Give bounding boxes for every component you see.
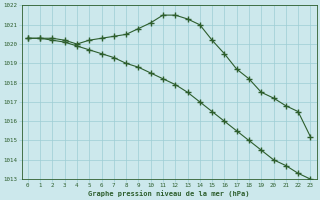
X-axis label: Graphe pression niveau de la mer (hPa): Graphe pression niveau de la mer (hPa) (88, 190, 250, 197)
